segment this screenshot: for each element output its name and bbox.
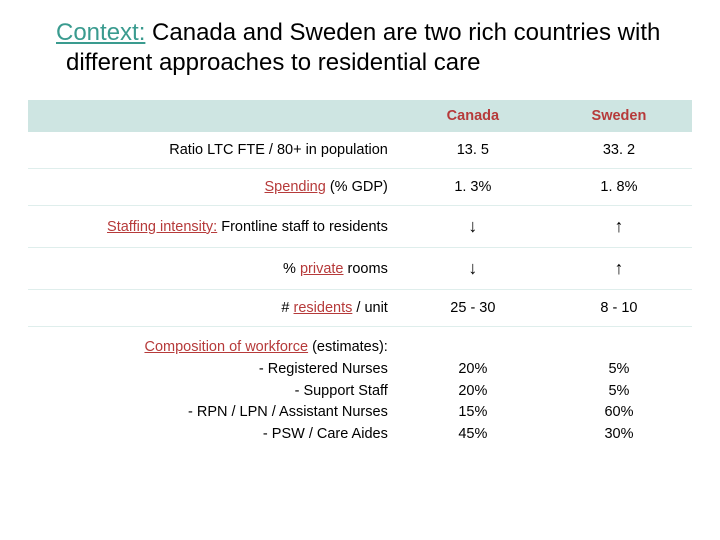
val-spending-sweden: 1. 8% bbox=[546, 169, 692, 206]
comp-sweden-support: 5% bbox=[608, 383, 629, 399]
arrow-down-icon: ↓ bbox=[400, 248, 546, 290]
val-ratio-canada: 13. 5 bbox=[400, 132, 546, 169]
comp-head: Composition of workforce (estimates): bbox=[36, 337, 388, 359]
slide: Context: Canada and Sweden are two rich … bbox=[0, 0, 720, 474]
label-residents: # residents / unit bbox=[28, 290, 400, 327]
residents-post: / unit bbox=[352, 300, 387, 316]
comp-item-support: - Support Staff bbox=[36, 381, 388, 403]
comp-item-rn: - Registered Nurses bbox=[36, 359, 388, 381]
residents-pre: # bbox=[281, 300, 293, 316]
header-row: Canada Sweden bbox=[28, 100, 692, 132]
val-residents-canada: 25 - 30 bbox=[400, 290, 546, 327]
label-ratio: Ratio LTC FTE / 80+ in population bbox=[28, 132, 400, 169]
header-empty bbox=[28, 100, 400, 132]
val-spending-canada: 1. 3% bbox=[400, 169, 546, 206]
val-residents-sweden: 8 - 10 bbox=[546, 290, 692, 327]
val-comp-canada: 20% 20% 15% 45% bbox=[400, 327, 546, 456]
comp-sweden-rpn: 60% bbox=[604, 404, 633, 420]
comp-item-psw: - PSW / Care Aides bbox=[36, 424, 388, 446]
spending-word: Spending bbox=[265, 179, 326, 195]
row-staffing: Staffing intensity: Frontline staff to r… bbox=[28, 206, 692, 248]
comp-item-rpn: - RPN / LPN / Assistant Nurses bbox=[36, 402, 388, 424]
private-post: rooms bbox=[344, 261, 388, 277]
label-spending: Spending (% GDP) bbox=[28, 169, 400, 206]
row-ratio: Ratio LTC FTE / 80+ in population 13. 5 … bbox=[28, 132, 692, 169]
comp-sweden-rn: 5% bbox=[608, 361, 629, 377]
comparison-table: Canada Sweden Ratio LTC FTE / 80+ in pop… bbox=[28, 100, 692, 456]
title-rest: Canada and Sweden are two rich countries… bbox=[66, 19, 660, 76]
comp-canada-support: 20% bbox=[458, 383, 487, 399]
slide-title: Context: Canada and Sweden are two rich … bbox=[28, 18, 692, 78]
staffing-word: Staffing intensity: bbox=[107, 219, 217, 235]
row-composition: Composition of workforce (estimates): - … bbox=[28, 327, 692, 456]
row-spending: Spending (% GDP) 1. 3% 1. 8% bbox=[28, 169, 692, 206]
comp-head-pre: Composition of workforce bbox=[144, 339, 308, 355]
val-ratio-sweden: 33. 2 bbox=[546, 132, 692, 169]
arrow-down-icon: ↓ bbox=[400, 206, 546, 248]
comp-head-post: (estimates): bbox=[308, 339, 388, 355]
arrow-up-icon: ↑ bbox=[546, 248, 692, 290]
header-canada: Canada bbox=[400, 100, 546, 132]
residents-word: residents bbox=[294, 300, 353, 316]
label-private: % private rooms bbox=[28, 248, 400, 290]
private-word: private bbox=[300, 261, 344, 277]
arrow-up-icon: ↑ bbox=[546, 206, 692, 248]
staffing-post: Frontline staff to residents bbox=[217, 219, 388, 235]
label-composition: Composition of workforce (estimates): - … bbox=[28, 327, 400, 456]
comp-sweden-psw: 30% bbox=[604, 426, 633, 442]
spending-post: (% GDP) bbox=[326, 179, 388, 195]
comp-canada-rpn: 15% bbox=[458, 404, 487, 420]
row-residents: # residents / unit 25 - 30 8 - 10 bbox=[28, 290, 692, 327]
comp-canada-rn: 20% bbox=[458, 361, 487, 377]
header-sweden: Sweden bbox=[546, 100, 692, 132]
row-private: % private rooms ↓ ↑ bbox=[28, 248, 692, 290]
label-staffing: Staffing intensity: Frontline staff to r… bbox=[28, 206, 400, 248]
title-context: Context: bbox=[56, 19, 145, 46]
val-comp-sweden: 5% 5% 60% 30% bbox=[546, 327, 692, 456]
comp-canada-psw: 45% bbox=[458, 426, 487, 442]
private-pre: % bbox=[283, 261, 300, 277]
